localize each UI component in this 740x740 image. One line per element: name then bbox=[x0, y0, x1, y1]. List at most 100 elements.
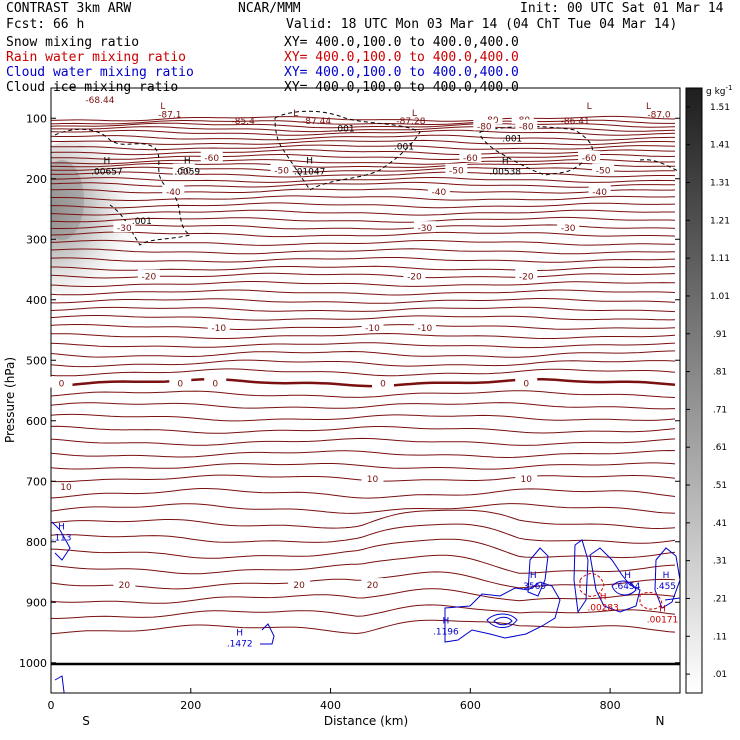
temperature-contour-label: -40 bbox=[166, 188, 181, 198]
x-tick-label: 400 bbox=[320, 699, 341, 712]
top-temperature-label: -87.44 bbox=[302, 117, 331, 127]
temperature-contour-label: -10 bbox=[365, 324, 380, 334]
extremum-value: .1472 bbox=[227, 640, 253, 650]
colorbar-label: .51 bbox=[713, 481, 727, 491]
colorbar-label: .31 bbox=[713, 557, 727, 567]
contour-label-bg bbox=[515, 376, 538, 388]
north-label: N bbox=[656, 714, 665, 728]
temperature-contour bbox=[51, 462, 676, 470]
temperature-contour bbox=[51, 202, 676, 209]
colorbar-label: 1.01 bbox=[710, 292, 730, 302]
cloud-ice-label: .001 bbox=[502, 135, 522, 145]
temperature-contour bbox=[51, 177, 676, 183]
contour-label-bg bbox=[592, 163, 615, 175]
plot-frame bbox=[50, 87, 681, 694]
cloud-water-contour bbox=[573, 539, 589, 614]
temperature-contour bbox=[51, 248, 676, 255]
extremum-value: .1196 bbox=[433, 627, 459, 637]
center-title: NCAR/MMM bbox=[238, 1, 301, 16]
forecast-hour: Fcst: 66 h bbox=[6, 17, 85, 32]
temperature-contour-label: 20 bbox=[367, 581, 379, 591]
x-tick-label: 0 bbox=[48, 699, 55, 712]
init-time: Init: 00 UTC Sat 01 Mar 14 bbox=[520, 1, 724, 16]
y-tick-label: 400 bbox=[26, 294, 47, 307]
temperature-contour bbox=[51, 162, 675, 168]
contour-label-bg bbox=[169, 376, 192, 388]
y-tick-label: 200 bbox=[26, 173, 47, 186]
colorbar-label: .91 bbox=[713, 330, 727, 340]
cloud-water-contour bbox=[589, 547, 641, 613]
cloud-ice-contour bbox=[274, 110, 421, 191]
temperature-contour-label: 0 bbox=[523, 380, 529, 390]
temperature-contour bbox=[51, 390, 676, 398]
temperature-contour-label: -60 bbox=[204, 154, 219, 164]
temperature-contour bbox=[51, 509, 676, 530]
contour-label-bg bbox=[588, 184, 611, 196]
colorbar-label: 1.41 bbox=[710, 141, 730, 151]
contour-label-bg bbox=[473, 119, 496, 131]
contour-label-bg bbox=[50, 376, 73, 388]
top-temperature-label: -85.4 bbox=[232, 117, 256, 127]
colorbar-label: 1.11 bbox=[710, 254, 730, 264]
field-rain-xy: XY= 400.0,100.0 to 400.0,400.0 bbox=[284, 50, 519, 65]
field-cloudwater-xy: XY= 400.0,100.0 to 400.0,400.0 bbox=[284, 65, 519, 80]
temperature-contour-label: 0 bbox=[380, 380, 386, 390]
temperature-contour bbox=[51, 231, 676, 238]
contour-label-bg bbox=[480, 112, 503, 124]
temperature-contour bbox=[51, 166, 676, 173]
temperature-contour bbox=[51, 171, 676, 178]
y-tick-label: 500 bbox=[26, 354, 47, 367]
temperature-contour bbox=[51, 503, 676, 514]
contour-label-bg bbox=[204, 376, 227, 388]
cloud-water-contour bbox=[486, 613, 518, 628]
contour-label-bg bbox=[427, 184, 450, 196]
temperature-contour bbox=[51, 144, 676, 151]
temperature-contour bbox=[51, 554, 676, 575]
temperature-contour-label: -20 bbox=[407, 273, 422, 283]
temperature-contour bbox=[51, 359, 676, 368]
temperature-contour bbox=[51, 216, 676, 223]
colorbar-label: .21 bbox=[713, 594, 727, 604]
extremum-value: .6454 bbox=[615, 582, 641, 592]
y-tick-label: 800 bbox=[26, 536, 47, 549]
x-axis-title: Distance (km) bbox=[324, 714, 408, 728]
high-marker: H bbox=[663, 571, 670, 581]
temperature-contour bbox=[51, 119, 675, 125]
contour-label-bg bbox=[515, 269, 538, 281]
temperature-contour bbox=[51, 402, 676, 410]
temperature-contour bbox=[51, 588, 676, 604]
top-temperature-label: -87.0 bbox=[647, 110, 671, 120]
contour-label-bg bbox=[511, 112, 534, 124]
temperature-contour bbox=[51, 449, 676, 459]
field-cloudwater-name: Cloud water mixing ratio bbox=[6, 65, 194, 80]
cloud-water-label: 10 bbox=[60, 483, 72, 493]
y-tick-label: 300 bbox=[26, 233, 47, 246]
cloud-water-contour bbox=[527, 547, 549, 597]
colorbar-label: .01 bbox=[713, 670, 727, 680]
colorbar-label: .41 bbox=[713, 519, 727, 529]
colorbar-label: 1.51 bbox=[710, 103, 730, 113]
high-marker: H bbox=[624, 571, 631, 581]
temperature-contour-label: 0 bbox=[59, 380, 65, 390]
y-tick-label: 700 bbox=[26, 475, 47, 488]
contour-label-bg bbox=[557, 221, 580, 233]
temperature-contour-label: -60 bbox=[463, 154, 478, 164]
contour-label-bg bbox=[578, 150, 601, 162]
contour-label-bg bbox=[207, 320, 230, 332]
colorbar-fill bbox=[685, 87, 703, 694]
colorbar-label: .11 bbox=[713, 632, 727, 642]
temperature-contour bbox=[51, 195, 676, 201]
contour-label-bg bbox=[515, 119, 538, 131]
temperature-contour bbox=[51, 115, 676, 122]
contour-label-bg bbox=[113, 221, 136, 233]
temperature-contour bbox=[51, 619, 676, 635]
colorbar-label: 1.31 bbox=[710, 179, 730, 189]
temperature-contour bbox=[51, 289, 676, 296]
temperature-contour-label: 10 bbox=[367, 475, 379, 485]
temperature-contour-label: -30 bbox=[117, 224, 132, 234]
temperature-contour-label: -50 bbox=[596, 167, 611, 177]
cloud-water-contour bbox=[260, 623, 275, 645]
temperature-contour bbox=[51, 298, 676, 304]
colorbar-units: g kg-1 bbox=[706, 84, 732, 97]
rain-water-contour bbox=[579, 573, 605, 597]
